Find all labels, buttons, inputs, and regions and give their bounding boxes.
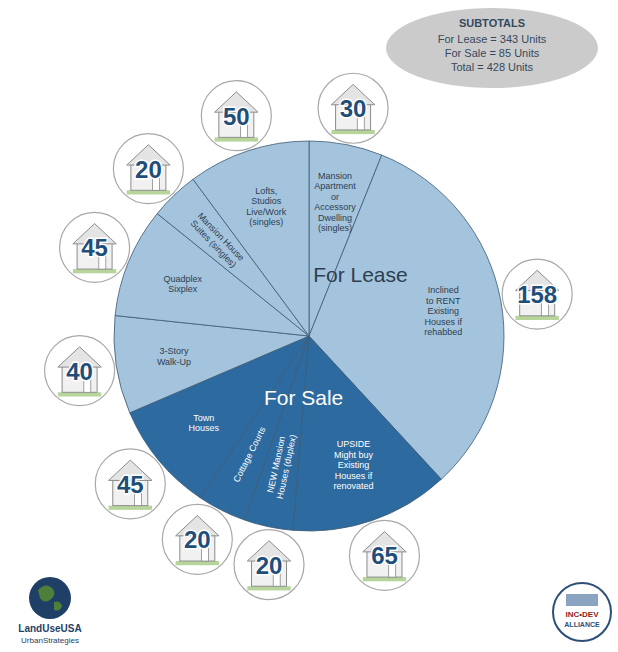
svg-text:20: 20: [135, 156, 162, 183]
svg-text:Total = 428 Units: Total = 428 Units: [451, 61, 534, 73]
svg-text:MansionApartmentorAccessoryDwe: MansionApartmentorAccessoryDwelling(sing…: [314, 171, 356, 234]
svg-text:ALLIANCE: ALLIANCE: [564, 621, 600, 628]
svg-text:INC•DEV: INC•DEV: [565, 610, 599, 619]
svg-text:For Sale = 85 Units: For Sale = 85 Units: [445, 47, 540, 59]
svg-text:20: 20: [256, 552, 283, 579]
svg-text:For Lease: For Lease: [313, 263, 408, 286]
svg-text:40: 40: [66, 358, 93, 385]
svg-text:For Sale: For Sale: [264, 386, 343, 409]
svg-text:TownHouses: TownHouses: [189, 413, 220, 434]
svg-text:45: 45: [117, 471, 144, 498]
svg-text:SUBTOTALS: SUBTOTALS: [459, 17, 525, 29]
svg-text:Lofts,StudiosLive/Work(singles: Lofts,StudiosLive/Work(singles): [246, 186, 286, 228]
svg-text:For Lease = 343 Units: For Lease = 343 Units: [438, 33, 547, 45]
svg-text:30: 30: [340, 95, 367, 122]
svg-text:Cottage Courts: Cottage Courts: [231, 425, 267, 484]
svg-text:20: 20: [184, 526, 211, 553]
svg-text:UPSIDEMight buyExistingHouses: UPSIDEMight buyExistingHouses ifrenovate…: [333, 439, 373, 491]
svg-text:UrbanStrategies: UrbanStrategies: [21, 636, 79, 645]
svg-text:LandUseUSA: LandUseUSA: [18, 623, 81, 634]
svg-text:Inclinedto RENTExistingHouses: Inclinedto RENTExistingHouses ifrehabbed: [424, 285, 462, 337]
svg-text:3-StoryWalk-Up: 3-StoryWalk-Up: [157, 346, 191, 367]
svg-text:NEW MansionHouses (duplex): NEW MansionHouses (duplex): [264, 431, 298, 499]
svg-text:45: 45: [81, 234, 108, 261]
svg-text:50: 50: [223, 103, 250, 130]
svg-text:65: 65: [371, 542, 398, 569]
svg-text:QuadplexSixplex: QuadplexSixplex: [164, 274, 203, 295]
svg-text:158: 158: [517, 281, 557, 308]
svg-text:Mansion HouseSuites (singles): Mansion HouseSuites (singles): [188, 211, 246, 270]
